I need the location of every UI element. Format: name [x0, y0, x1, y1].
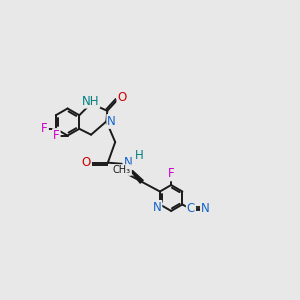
Text: NH: NH — [82, 94, 99, 108]
Polygon shape — [125, 164, 143, 183]
Text: CH₃: CH₃ — [113, 165, 131, 175]
Text: F: F — [53, 129, 60, 142]
Text: O: O — [82, 156, 91, 169]
Text: N: N — [124, 156, 132, 169]
Text: N: N — [201, 202, 210, 215]
Text: O: O — [117, 91, 127, 104]
Text: H: H — [134, 149, 143, 162]
Text: F: F — [41, 122, 48, 135]
Text: C: C — [187, 202, 195, 215]
Text: F: F — [168, 167, 175, 180]
Text: N: N — [153, 201, 161, 214]
Text: N: N — [107, 115, 116, 128]
